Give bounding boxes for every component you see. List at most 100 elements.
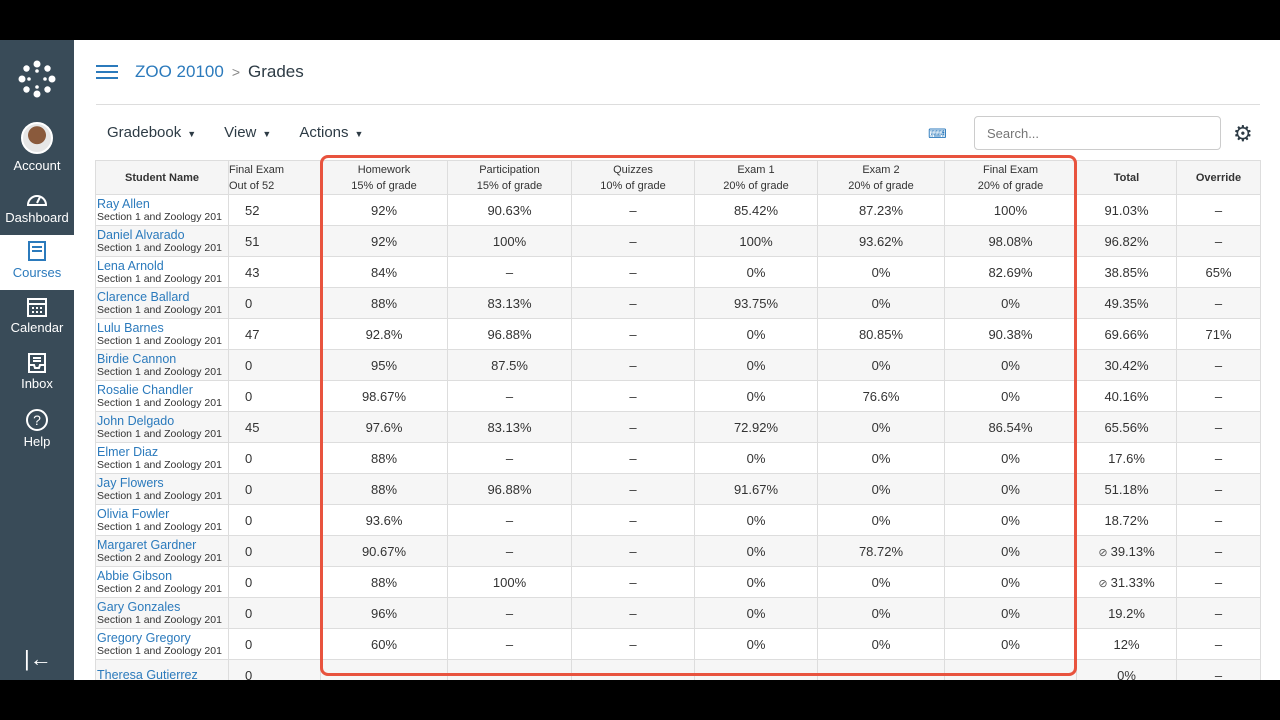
- grade-cell[interactable]: 0: [228, 597, 321, 629]
- grade-cell[interactable]: 0%: [817, 442, 945, 474]
- grade-cell[interactable]: 65.56%: [1076, 411, 1177, 443]
- grade-cell[interactable]: 87.23%: [817, 194, 945, 226]
- grade-cell[interactable]: 0%: [944, 628, 1077, 660]
- nav-calendar[interactable]: Calendar: [0, 296, 74, 335]
- student-name-link[interactable]: Daniel Alvarado: [97, 227, 185, 242]
- grade-cell[interactable]: 83.13%: [447, 411, 572, 443]
- grade-cell[interactable]: 0%: [694, 318, 818, 350]
- hamburger-menu-icon[interactable]: [96, 61, 118, 83]
- grade-cell[interactable]: 0%: [694, 566, 818, 598]
- grade-cell[interactable]: 0%: [944, 442, 1077, 474]
- nav-account[interactable]: Account: [0, 122, 74, 173]
- grade-cell[interactable]: 0: [228, 535, 321, 567]
- grade-cell[interactable]: 98.67%: [320, 380, 448, 412]
- column-header[interactable]: Homework 15% of grade: [320, 160, 448, 195]
- grade-cell[interactable]: 0: [228, 442, 321, 474]
- grade-cell[interactable]: 90.38%: [944, 318, 1077, 350]
- grade-cell[interactable]: 40.16%: [1076, 380, 1177, 412]
- grade-cell[interactable]: 0%: [694, 504, 818, 536]
- student-name-link[interactable]: Abbie Gibson: [97, 568, 173, 583]
- grade-cell[interactable]: 0%: [944, 566, 1077, 598]
- grade-cell[interactable]: 0%: [944, 504, 1077, 536]
- grade-cell[interactable]: ⊘ 39.13%: [1076, 535, 1177, 567]
- grade-cell[interactable]: –: [571, 535, 695, 567]
- grade-cell[interactable]: 0%: [694, 349, 818, 381]
- grade-cell[interactable]: –: [1176, 659, 1261, 680]
- grade-cell[interactable]: 52: [228, 194, 321, 226]
- grade-cell[interactable]: –: [571, 380, 695, 412]
- grade-cell[interactable]: 0: [228, 504, 321, 536]
- grade-cell[interactable]: 93.62%: [817, 225, 945, 257]
- grade-cell[interactable]: 91.03%: [1076, 194, 1177, 226]
- grade-cell[interactable]: 100%: [447, 566, 572, 598]
- grade-cell[interactable]: –: [1176, 194, 1261, 226]
- nav-help[interactable]: ? Help: [0, 408, 74, 449]
- grade-cell[interactable]: [694, 659, 818, 680]
- student-name-link[interactable]: Lena Arnold: [97, 258, 164, 273]
- grade-cell[interactable]: –: [447, 380, 572, 412]
- grade-cell[interactable]: –: [571, 628, 695, 660]
- grade-cell[interactable]: –: [571, 411, 695, 443]
- grade-cell[interactable]: [944, 659, 1077, 680]
- student-name-link[interactable]: Jay Flowers: [97, 475, 164, 490]
- grade-cell[interactable]: 0%: [817, 287, 945, 319]
- grade-cell[interactable]: 100%: [694, 225, 818, 257]
- column-header[interactable]: Override: [1176, 160, 1261, 195]
- grade-cell[interactable]: 0%: [944, 380, 1077, 412]
- search-input[interactable]: [974, 116, 1221, 150]
- grade-cell[interactable]: ⊘ 31.33%: [1076, 566, 1177, 598]
- breadcrumb-course-link[interactable]: ZOO 20100: [135, 62, 224, 81]
- student-name-link[interactable]: Ray Allen: [97, 196, 150, 211]
- grade-cell[interactable]: –: [571, 473, 695, 505]
- column-header[interactable]: Student Name: [95, 160, 229, 195]
- grade-cell[interactable]: –: [447, 256, 572, 288]
- grade-cell[interactable]: 0: [228, 287, 321, 319]
- grade-cell[interactable]: 0%: [1076, 659, 1177, 680]
- grade-cell[interactable]: 95%: [320, 349, 448, 381]
- grade-cell[interactable]: –: [1176, 225, 1261, 257]
- grade-cell[interactable]: 88%: [320, 473, 448, 505]
- grade-cell[interactable]: –: [447, 442, 572, 474]
- grade-cell[interactable]: 0%: [817, 597, 945, 629]
- grade-cell[interactable]: 80.85%: [817, 318, 945, 350]
- grade-cell[interactable]: 96.82%: [1076, 225, 1177, 257]
- grade-cell[interactable]: 19.2%: [1076, 597, 1177, 629]
- student-name-link[interactable]: Gregory Gregory: [97, 630, 191, 645]
- grade-cell[interactable]: 83.13%: [447, 287, 572, 319]
- grade-cell[interactable]: –: [571, 287, 695, 319]
- grade-cell[interactable]: –: [1176, 535, 1261, 567]
- grade-cell[interactable]: 98.08%: [944, 225, 1077, 257]
- grade-cell[interactable]: 100%: [447, 225, 572, 257]
- grade-cell[interactable]: 84%: [320, 256, 448, 288]
- grade-cell[interactable]: –: [571, 256, 695, 288]
- grade-cell[interactable]: 51.18%: [1076, 473, 1177, 505]
- student-name-link[interactable]: Theresa Gutierrez: [97, 668, 198, 680]
- grade-cell[interactable]: 0%: [817, 349, 945, 381]
- column-header[interactable]: Exam 1 20% of grade: [694, 160, 818, 195]
- grade-cell[interactable]: 0%: [817, 473, 945, 505]
- grade-cell[interactable]: 0%: [694, 597, 818, 629]
- grade-cell[interactable]: 0%: [817, 411, 945, 443]
- grade-cell[interactable]: 0%: [694, 256, 818, 288]
- grade-cell[interactable]: 100%: [944, 194, 1077, 226]
- gradebook-menu[interactable]: Gradebook ▼: [107, 124, 196, 141]
- grade-cell[interactable]: 87.5%: [447, 349, 572, 381]
- grade-cell[interactable]: 85.42%: [694, 194, 818, 226]
- grade-cell[interactable]: –: [1176, 566, 1261, 598]
- grade-cell[interactable]: 88%: [320, 442, 448, 474]
- grade-cell[interactable]: 0%: [694, 628, 818, 660]
- grade-cell[interactable]: 49.35%: [1076, 287, 1177, 319]
- grade-cell[interactable]: 78.72%: [817, 535, 945, 567]
- grade-cell[interactable]: 0%: [694, 442, 818, 474]
- grade-cell[interactable]: 0: [228, 566, 321, 598]
- grade-cell[interactable]: 96.88%: [447, 318, 572, 350]
- grade-cell[interactable]: [817, 659, 945, 680]
- grade-cell[interactable]: 72.92%: [694, 411, 818, 443]
- grade-cell[interactable]: 18.72%: [1076, 504, 1177, 536]
- grade-cell[interactable]: 0%: [944, 473, 1077, 505]
- grade-cell[interactable]: –: [447, 597, 572, 629]
- grade-cell[interactable]: 47: [228, 318, 321, 350]
- column-header[interactable]: Final Exam Out of 52: [228, 160, 321, 195]
- student-name-link[interactable]: Rosalie Chandler: [97, 382, 193, 397]
- grade-cell[interactable]: 96.88%: [447, 473, 572, 505]
